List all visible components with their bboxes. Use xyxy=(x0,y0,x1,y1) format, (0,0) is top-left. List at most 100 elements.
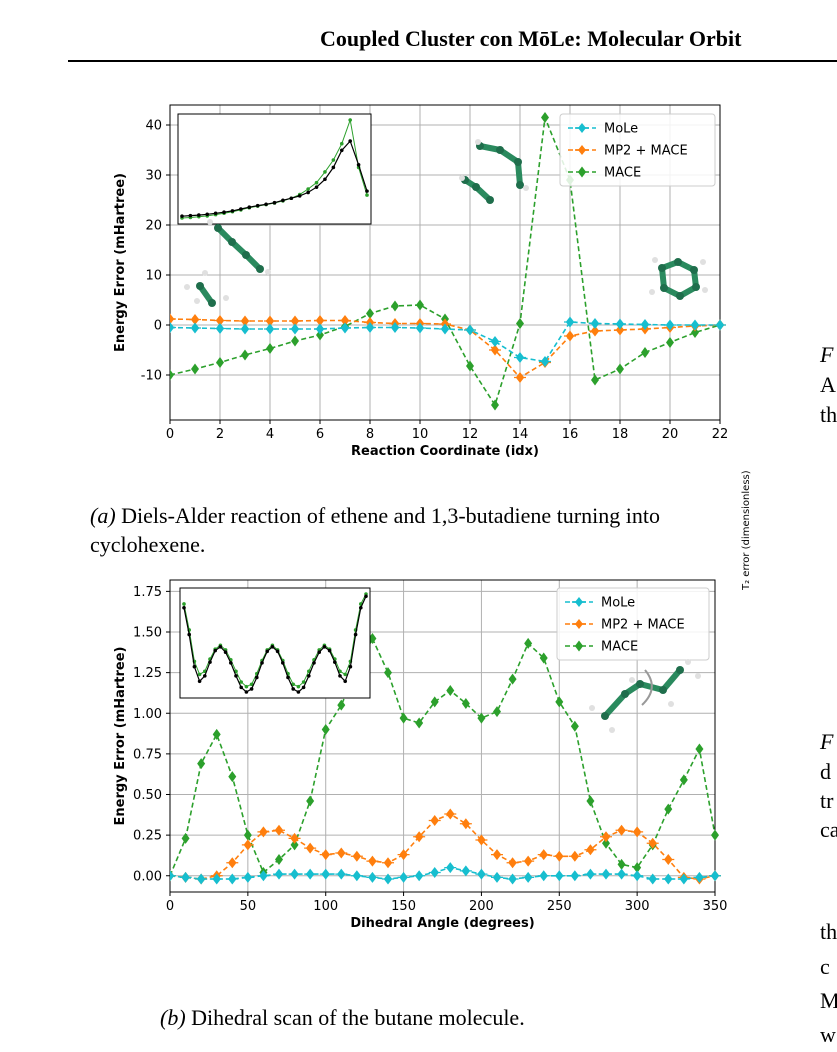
data-point xyxy=(264,323,276,335)
ethene-molecule xyxy=(184,270,229,307)
transition-molecule xyxy=(459,139,529,204)
inset-point xyxy=(197,672,202,677)
inset-point xyxy=(239,680,243,684)
legend-marker xyxy=(575,145,589,155)
data-point xyxy=(337,699,346,711)
data-point xyxy=(584,844,597,856)
data-point xyxy=(522,855,535,867)
inset-point xyxy=(359,605,363,610)
data-point xyxy=(516,318,524,329)
inset-point xyxy=(244,684,249,689)
inset-point xyxy=(249,682,254,687)
x-tick-label: 8 xyxy=(366,427,374,442)
inset-point xyxy=(272,200,277,205)
legend-marker xyxy=(572,619,586,629)
inset-point xyxy=(187,632,191,637)
data-point xyxy=(364,322,376,333)
data-point xyxy=(430,696,439,708)
caption-b: (b) Dihedral scan of the butane molecule… xyxy=(160,1003,760,1032)
y-tick-label: 0.75 xyxy=(133,747,162,762)
data-point xyxy=(662,873,675,885)
inset-line xyxy=(183,596,367,693)
y-tick-label: 0 xyxy=(154,319,162,334)
data-point xyxy=(555,696,564,708)
data-point xyxy=(446,685,455,696)
y-tick-label: 1.25 xyxy=(133,666,162,681)
data-point xyxy=(564,316,576,328)
inset-point xyxy=(182,605,186,610)
running-header: Coupled Cluster con MōLe: Molecular Orbi… xyxy=(320,26,742,51)
data-point xyxy=(614,318,626,330)
y-tick-label: -10 xyxy=(141,369,162,384)
inset-point xyxy=(192,664,197,669)
inset-point xyxy=(306,190,310,195)
inset-point xyxy=(291,687,296,691)
cyclohexene-molecule xyxy=(649,257,708,300)
caption-b-text: Dihedral scan of the butane molecule. xyxy=(191,1005,525,1030)
data-point xyxy=(366,308,374,319)
inset-point xyxy=(365,193,369,197)
data-point xyxy=(382,857,394,869)
legend-marker xyxy=(574,640,584,652)
data-point xyxy=(646,837,659,849)
data-point xyxy=(568,850,581,862)
caption-a: (a) Diels-Alder reaction of ethene and 1… xyxy=(90,501,740,559)
data-point xyxy=(319,868,332,880)
data-point xyxy=(553,870,566,882)
data-point xyxy=(711,829,719,841)
data-point xyxy=(170,870,176,882)
inset-point xyxy=(314,185,319,189)
inset-frame xyxy=(177,113,372,225)
dihedral-arrow xyxy=(641,669,653,706)
data-point xyxy=(662,854,675,865)
caption-a-label: (a) xyxy=(90,503,116,528)
inset-point xyxy=(218,645,223,649)
data-point xyxy=(416,299,424,311)
data-point xyxy=(391,300,399,312)
butane-molecule xyxy=(589,659,701,733)
data-point xyxy=(679,774,688,786)
data-point xyxy=(304,842,317,854)
data-point xyxy=(275,854,283,865)
right-fragment: d xyxy=(820,759,831,784)
data-point xyxy=(397,871,410,883)
legend-marker xyxy=(572,597,586,607)
data-point xyxy=(306,795,315,807)
data-point xyxy=(639,319,651,330)
inset-point xyxy=(223,650,228,654)
data-point xyxy=(384,667,392,679)
right-fragment: th xyxy=(820,402,837,427)
data-point xyxy=(568,870,581,882)
inset-point xyxy=(260,661,264,665)
data-point xyxy=(288,868,301,880)
data-point xyxy=(366,855,379,867)
data-point xyxy=(514,372,526,383)
data-point xyxy=(273,868,285,880)
inset-point xyxy=(331,158,336,162)
data-point xyxy=(617,858,626,870)
inset-point xyxy=(247,205,252,209)
inset-point xyxy=(301,685,306,690)
plot-frame xyxy=(169,104,721,421)
inset-point xyxy=(338,674,342,678)
data-point xyxy=(428,867,441,878)
data-point xyxy=(466,360,474,372)
inset-point xyxy=(222,210,226,215)
inset-point xyxy=(265,649,270,654)
data-point xyxy=(691,327,699,338)
inset-point xyxy=(208,660,212,664)
data-point xyxy=(695,743,704,755)
x-tick-label: 4 xyxy=(266,427,274,442)
inset-point xyxy=(230,209,235,213)
inset-point xyxy=(180,214,184,218)
data-point xyxy=(288,832,301,844)
legend-marker xyxy=(577,166,587,178)
data-point xyxy=(289,323,301,335)
inset-point xyxy=(333,660,337,664)
inset-point xyxy=(296,684,301,689)
data-point xyxy=(366,871,379,883)
y-axis-label: Energy Error (mHartree) xyxy=(113,647,128,826)
x-tick-label: 22 xyxy=(712,427,729,442)
data-point xyxy=(439,323,451,335)
y-tick-label: 1.50 xyxy=(133,626,162,641)
